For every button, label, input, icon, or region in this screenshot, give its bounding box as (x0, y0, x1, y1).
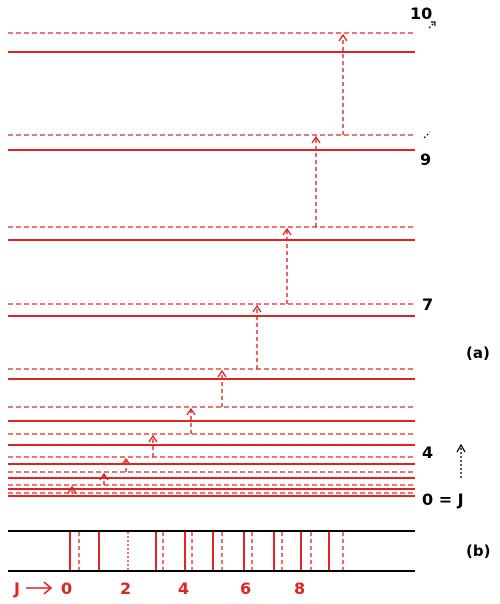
transition-arrowhead-J1-to-J2 (99, 472, 109, 481)
panel-b-label: (b) (466, 542, 490, 560)
transition-arrowhead-J5-to-J6 (217, 369, 227, 378)
energy-levels-group (8, 32, 415, 497)
continuation-arrow-10 (428, 21, 436, 29)
level-label-7: 7 (422, 295, 433, 314)
spectrum-panel (8, 530, 415, 595)
transition-arrowhead-J6-to-J7 (252, 304, 262, 313)
level-label-9: 9 (420, 150, 431, 169)
transition-arrows-group (67, 21, 466, 494)
level-label-4: 4 (422, 443, 433, 462)
transition-arrowhead-J0-to-J1 (67, 485, 77, 494)
axis-direction-arrowhead (43, 581, 53, 595)
axis-label-J: J (13, 579, 20, 598)
tick-label-2: 2 (120, 579, 131, 598)
tick-label-0: 0 (61, 579, 72, 598)
level-label-0-J: 0 = J (422, 490, 464, 509)
transition-arrowhead-J2-to-J3 (121, 457, 131, 466)
transition-arrowhead-J8-to-J9 (311, 135, 321, 144)
tick-label-4: 4 (178, 579, 189, 598)
panel-a-label: (a) (466, 344, 490, 362)
tick-label-8: 8 (294, 579, 305, 598)
continuation-arrow-9 (423, 131, 431, 139)
level-label-10: 10 (410, 4, 432, 23)
transition-arrowhead-J9-to-J10 (338, 33, 348, 42)
continuation-arrowhead-10 (431, 21, 436, 26)
tick-label-6: 6 (240, 579, 251, 598)
vertical-dotted-arrowhead (456, 443, 466, 453)
transition-arrowhead-J3-to-J4 (148, 434, 158, 443)
transition-arrowhead-J7-to-J8 (282, 227, 292, 236)
transition-arrowhead-J4-to-J5 (186, 407, 196, 416)
